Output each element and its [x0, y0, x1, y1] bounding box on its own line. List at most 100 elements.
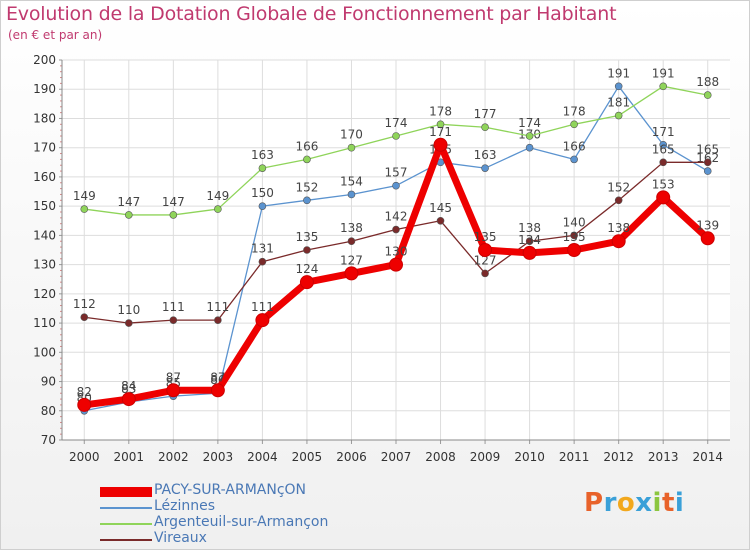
- legend-swatch: [100, 539, 152, 541]
- data-label: 142: [385, 210, 408, 224]
- data-point: [525, 132, 534, 140]
- x-tick-label: 2001: [114, 450, 145, 464]
- data-label: 138: [340, 221, 363, 235]
- data-label: 145: [429, 201, 452, 215]
- data-label: 130: [385, 245, 408, 259]
- data-point: [214, 205, 222, 213]
- legend-label: PACY-SUR-ARMANçON: [154, 482, 307, 498]
- data-point: [570, 231, 578, 240]
- data-label: 111: [162, 300, 185, 314]
- data-label: 163: [474, 148, 497, 162]
- data-point: [258, 202, 267, 210]
- data-point: [347, 237, 356, 246]
- data-label: 138: [518, 221, 541, 235]
- data-point: [392, 132, 400, 140]
- x-tick-label: 2010: [514, 450, 545, 464]
- data-point: [614, 82, 623, 91]
- data-label: 178: [563, 104, 586, 118]
- data-point: [214, 316, 222, 324]
- data-label: 138: [607, 221, 630, 235]
- data-label: 112: [73, 297, 96, 311]
- y-tick-label: 80: [41, 404, 56, 418]
- data-label: 135: [563, 230, 586, 244]
- data-label: 166: [563, 139, 586, 153]
- x-tick-label: 2008: [425, 450, 456, 464]
- data-label: 171: [429, 125, 452, 139]
- series-vireaux: 112 110 111 111 131 135 138 142 145 127 138 140 152 1…: [73, 142, 719, 327]
- data-point: [703, 158, 712, 167]
- data-label: 162: [696, 151, 719, 165]
- data-point: [703, 91, 712, 99]
- chart-subtitle: (en € et par an): [8, 28, 103, 42]
- legend-swatch: [100, 507, 152, 509]
- data-point: [659, 82, 668, 91]
- data-label: 87: [210, 370, 225, 384]
- legend-label: Argenteuil-sur-Armançon: [154, 514, 329, 530]
- data-point: [210, 383, 225, 398]
- data-point: [478, 243, 493, 257]
- data-point: [389, 257, 403, 272]
- data-point: [567, 243, 582, 257]
- chart-title: Evolution de la Dotation Globale de Fonc…: [6, 3, 617, 25]
- data-point: [392, 225, 400, 234]
- logo-letter: x: [635, 488, 653, 518]
- data-label: 170: [340, 128, 363, 142]
- y-tick-label: 110: [33, 316, 56, 330]
- x-tick-label: 2011: [559, 450, 590, 464]
- data-label: 181: [607, 96, 630, 110]
- y-tick-label: 200: [33, 53, 56, 67]
- data-point: [299, 275, 314, 290]
- y-tick-label: 180: [33, 111, 56, 125]
- data-label: 163: [251, 148, 274, 162]
- data-label: 166: [295, 139, 318, 153]
- series-pacy-sur-arman-on: 82 84 87 87 111 124 127 130 171 135 134 135 138 153 13…: [77, 125, 719, 412]
- data-label: 135: [474, 230, 497, 244]
- proxiti-logo: Proxiti: [584, 488, 684, 518]
- data-point: [525, 237, 534, 246]
- data-label: 131: [251, 242, 274, 256]
- data-label: 191: [607, 66, 630, 80]
- data-label: 140: [563, 215, 586, 229]
- x-tick-label: 2003: [203, 450, 234, 464]
- data-label: 147: [162, 195, 185, 209]
- data-point: [614, 111, 623, 120]
- data-point: [611, 234, 626, 249]
- legend-swatch: [100, 487, 152, 497]
- data-label: 152: [295, 180, 318, 194]
- data-point: [303, 155, 311, 164]
- x-tick-label: 2012: [603, 450, 634, 464]
- data-point: [169, 316, 178, 324]
- x-tick-label: 2007: [381, 450, 412, 464]
- data-label: 177: [474, 107, 497, 121]
- legend-label: Vireaux: [154, 530, 207, 546]
- x-tick-label: 2005: [292, 450, 323, 464]
- data-point: [570, 155, 578, 164]
- data-point: [481, 164, 489, 172]
- data-point: [433, 137, 448, 152]
- data-label: 157: [385, 166, 408, 180]
- data-label: 139: [696, 218, 719, 232]
- x-tick-label: 2013: [648, 450, 679, 464]
- data-point: [347, 190, 356, 199]
- data-point: [125, 319, 133, 327]
- data-point: [303, 196, 311, 205]
- data-point: [392, 181, 400, 190]
- y-tick-label: 190: [33, 82, 56, 96]
- data-label: 154: [340, 174, 363, 188]
- data-label: 127: [340, 253, 363, 267]
- data-label: 83: [121, 382, 136, 396]
- data-point: [125, 211, 133, 219]
- data-label: 110: [117, 303, 140, 317]
- logo-letter: i: [674, 488, 685, 518]
- legend-label: Lézinnes: [154, 498, 216, 514]
- data-label: 152: [607, 180, 630, 194]
- logo-letter: r: [603, 488, 617, 518]
- data-point: [481, 269, 489, 278]
- y-tick-label: 100: [33, 345, 56, 359]
- data-point: [80, 313, 89, 322]
- data-label: 124: [295, 262, 318, 276]
- x-tick-label: 2002: [158, 450, 189, 464]
- data-point: [656, 190, 671, 205]
- data-label: 134: [518, 233, 541, 247]
